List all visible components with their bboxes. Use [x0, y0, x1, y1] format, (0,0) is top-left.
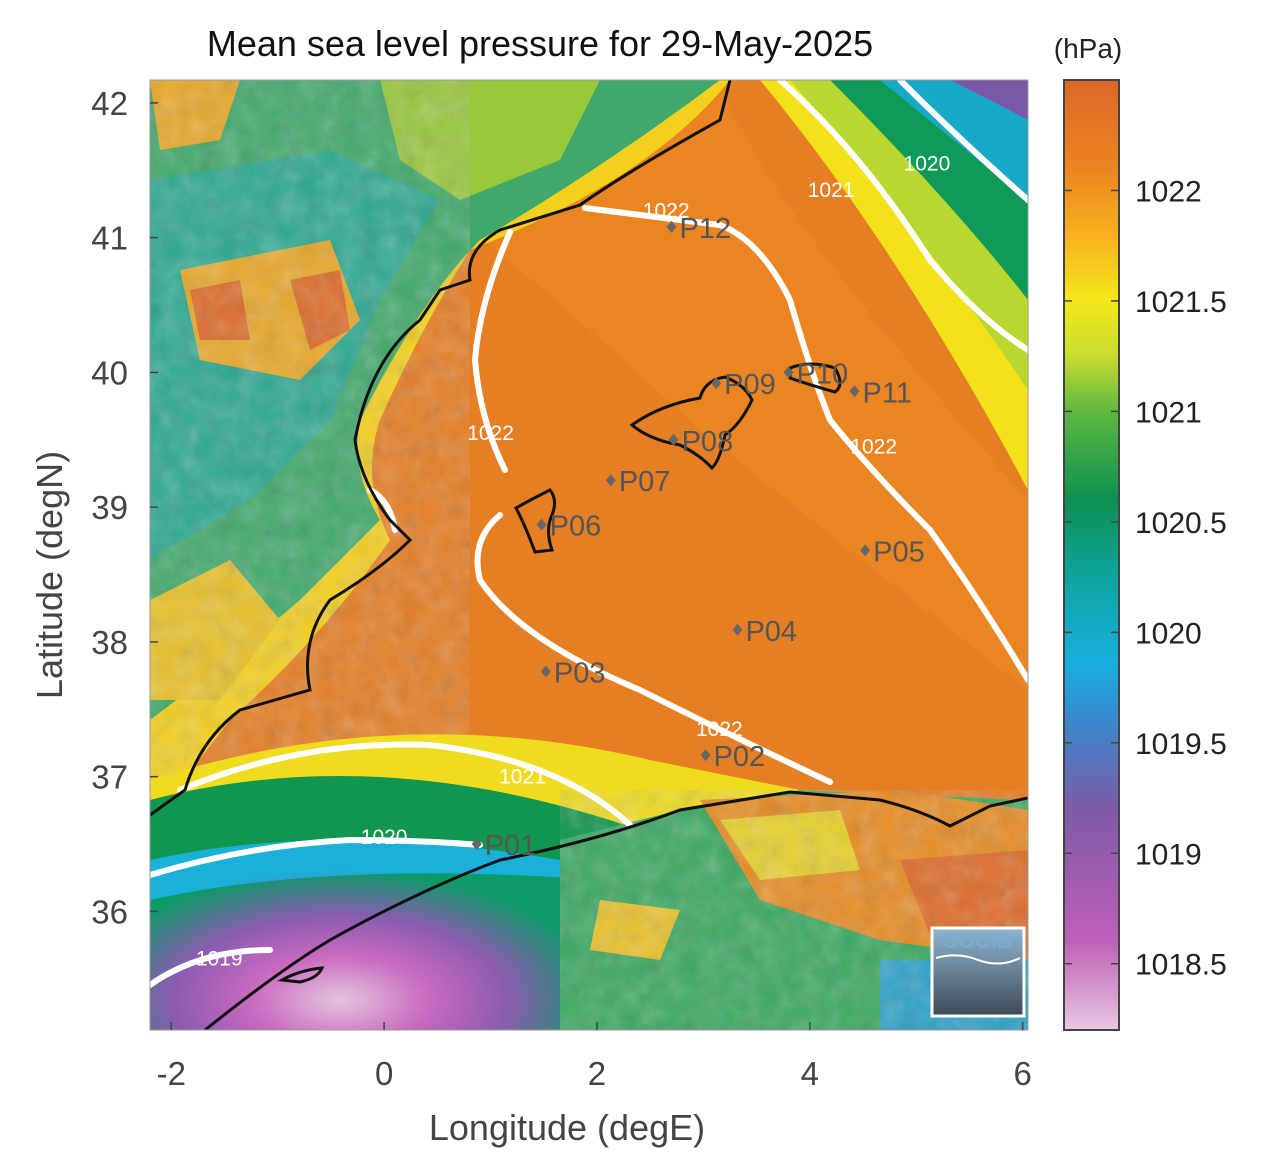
station-label: P12 [679, 213, 731, 245]
island-ibiza [513, 488, 557, 554]
y-tick-label: 38 [91, 624, 128, 661]
y-axis-label: Latitude (degN) [29, 451, 70, 699]
x-tick-label: 0 [375, 1055, 393, 1092]
station-label: P08 [682, 426, 734, 458]
y-tick-label: 40 [91, 354, 128, 391]
y-tick-label: 37 [91, 759, 128, 796]
y-tick-label: 39 [91, 489, 128, 526]
colorbar-unit: (hPa) [1054, 33, 1122, 64]
colorbar-tick-label: 1019.5 [1135, 728, 1227, 761]
station-marker [849, 385, 860, 398]
balearic-islands [277, 362, 842, 984]
colorbar-tick-label: 1020 [1135, 617, 1202, 650]
station-label: P03 [554, 658, 606, 690]
station-marker [700, 749, 711, 762]
station-label: P07 [619, 466, 671, 498]
socib-logo: SOCIB [930, 926, 1026, 1018]
contour-label: 1022 [850, 435, 897, 458]
station-marker [860, 544, 871, 557]
station-marker [536, 518, 547, 531]
colorbar-ticks: 1018.5 1019 1019.5 1020 1020.5 1021 1021.5 1022 [1064, 175, 1227, 982]
coastline-iberia [150, 80, 732, 817]
colorbar-tick-label: 1018.5 [1135, 949, 1227, 982]
x-tick-label: 4 [801, 1055, 819, 1092]
logo-text: SOCIB [943, 928, 1013, 953]
station-marker [732, 623, 743, 636]
y-tick-label: 42 [91, 85, 128, 122]
station-label: P05 [873, 536, 925, 568]
map-title: Mean sea level pressure for 29-May-2025 [207, 23, 873, 64]
coastline-north-africa [204, 790, 1028, 1030]
colorbar [1063, 79, 1120, 1031]
pressure-field [150, 80, 1028, 1030]
island-menorca [788, 362, 842, 394]
station-marker [540, 665, 551, 678]
colorbar-tick-label: 1019 [1135, 838, 1202, 871]
station-label: P04 [745, 616, 797, 648]
x-axis-label: Longitude (degE) [429, 1107, 705, 1148]
x-axis: -2 0 2 4 6 [157, 1022, 1032, 1092]
island-mallorca [629, 375, 754, 471]
station-marker [471, 838, 482, 851]
station-marker [711, 377, 722, 390]
logo-background [930, 926, 1026, 1018]
colorbar-tick-label: 1021 [1135, 396, 1202, 429]
contour-label: 1022 [696, 718, 743, 741]
contour-label: 1020 [361, 826, 408, 849]
station-label: P02 [714, 741, 766, 773]
land-north-africa [560, 790, 1028, 1030]
contour-label: 1021 [808, 179, 855, 202]
station-marker [668, 433, 679, 446]
contour-lines [150, 80, 1028, 988]
station-label: P10 [797, 358, 849, 390]
colorbar-tick-label: 1021.5 [1135, 286, 1227, 319]
contour-label: 1022 [467, 422, 514, 445]
station-marker [783, 366, 794, 379]
island-alboran [277, 966, 325, 984]
contour-label: 1022 [643, 199, 690, 222]
station-marker [605, 474, 616, 487]
colorbar-tick-label: 1022 [1135, 175, 1202, 208]
contour-labels: 1022 1022 1022 1022 1021 1021 1020 1020 1019 [196, 152, 950, 970]
station-label: P09 [724, 369, 776, 401]
y-tick-label: 41 [91, 220, 128, 257]
x-tick-label: -2 [157, 1055, 186, 1092]
station-label: P06 [550, 511, 602, 543]
logo-wave [935, 954, 1021, 965]
x-tick-label: 2 [588, 1055, 606, 1092]
contour-label: 1021 [499, 765, 546, 788]
station-marker [666, 220, 677, 233]
x-tick-label: 6 [1013, 1055, 1031, 1092]
contour-label: 1019 [196, 947, 243, 970]
contour-label: 1020 [904, 152, 951, 175]
map-frame [149, 79, 1029, 1031]
land-iberia [150, 80, 720, 780]
stations: P01 P02 P03 P04 P05 P06 P07 P08 P09 P10 P11 P12 [471, 213, 925, 862]
colorbar-tick-label: 1020.5 [1135, 507, 1227, 540]
y-tick-label: 36 [91, 893, 128, 930]
station-label: P11 [863, 377, 912, 409]
y-axis: 36 37 38 39 40 41 42 [91, 85, 158, 930]
station-label: P01 [485, 830, 537, 862]
